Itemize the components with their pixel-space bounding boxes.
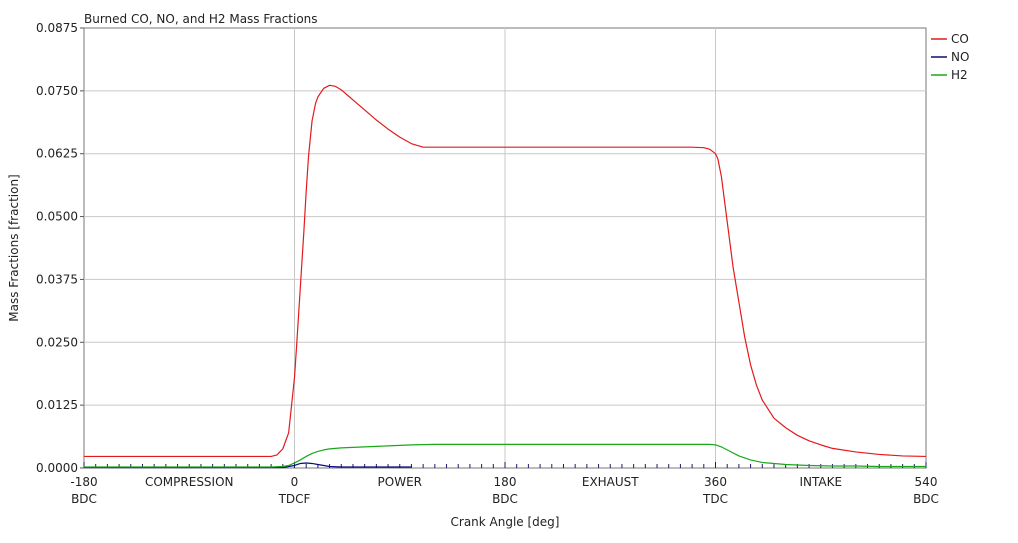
y-tick-label: 0.0125: [36, 398, 78, 412]
y-tick-label: 0.0250: [36, 335, 78, 349]
y-tick-labels: 0.0000 0.0125 0.0250 0.0375 0.0500 0.0625 0.07…: [36, 21, 84, 475]
y-tick-label: 0.0625: [36, 147, 78, 161]
legend-label-no: NO: [951, 50, 969, 64]
series-lines: [84, 84, 927, 469]
legend: CO NO H2: [931, 32, 969, 82]
y-tick-label: 0.0500: [36, 210, 78, 224]
x-tick-sublabel: TDC: [702, 492, 728, 506]
x-axis-title: Crank Angle [deg]: [451, 515, 560, 529]
x-tick-label: 540: [915, 475, 938, 489]
y-tick-label: 0.0000: [36, 461, 78, 475]
legend-label-co: CO: [951, 32, 969, 46]
phase-label: POWER: [378, 475, 422, 489]
phase-labels: COMPRESSION POWER EXHAUST INTAKE: [145, 475, 842, 489]
series-line-no: [84, 462, 412, 469]
phase-label: COMPRESSION: [145, 475, 234, 489]
legend-label-h2: H2: [951, 68, 968, 82]
x-tick-labels: -180 BDC 0 TDCF 180 BDC 360 TDC 540 BDC: [70, 475, 939, 506]
x-tick-sublabel: BDC: [492, 492, 518, 506]
x-tick-label: -180: [70, 475, 97, 489]
x-tick-sublabel: BDC: [71, 492, 97, 506]
chart-title: Burned CO, NO, and H2 Mass Fractions: [84, 12, 318, 26]
phase-label: INTAKE: [799, 475, 842, 489]
phase-label: EXHAUST: [582, 475, 639, 489]
x-tick-label: 360: [704, 475, 727, 489]
y-axis-title: Mass Fractions [fraction]: [7, 174, 21, 321]
x-tick-sublabel: BDC: [913, 492, 939, 506]
y-tick-label: 0.0375: [36, 272, 78, 286]
x-tick-label: 0: [291, 475, 299, 489]
x-tick-sublabel: TDCF: [278, 492, 311, 506]
y-tick-label: 0.0875: [36, 21, 78, 35]
x-tick-label: 180: [494, 475, 517, 489]
y-tick-label: 0.0750: [36, 84, 78, 98]
series-line-co: [84, 84, 927, 458]
grid-lines: [84, 28, 926, 468]
series-line-h2: [84, 443, 926, 468]
